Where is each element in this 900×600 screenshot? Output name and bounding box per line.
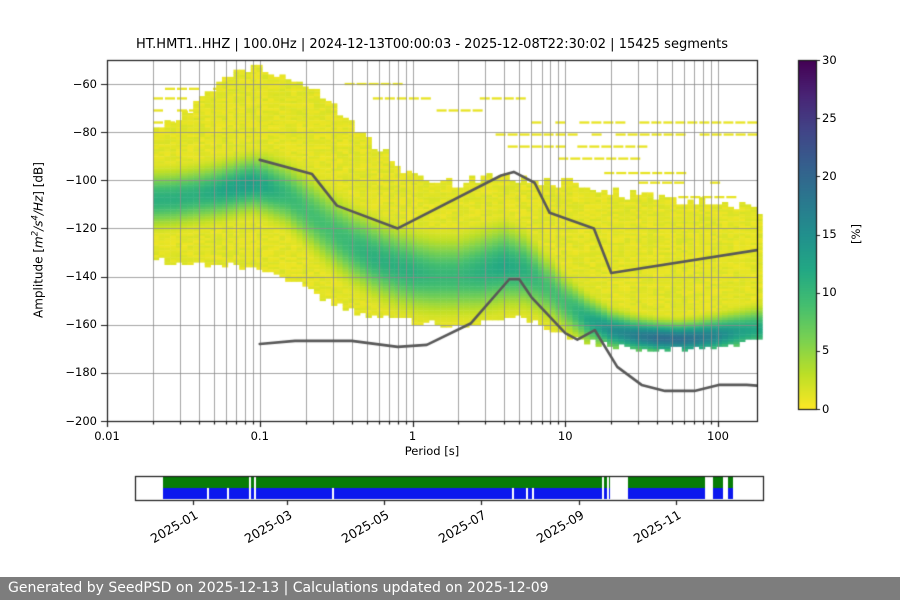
colorbar-tick-label: 5 (822, 343, 830, 358)
x-tick-label: 100 (707, 429, 729, 443)
x-tick-label: 0.1 (250, 429, 269, 443)
y-tick-label: −60 (72, 76, 97, 91)
y-tick-label: −160 (65, 317, 97, 332)
figure-canvas (0, 0, 900, 575)
y-tick-label: −80 (72, 124, 97, 139)
y-tick-label: −200 (65, 413, 97, 428)
y-tick-label: −140 (65, 269, 97, 284)
plot-title: HT.HMT1..HHZ | 100.0Hz | 2024-12-13T00:0… (136, 37, 728, 52)
x-tick-label: 0.01 (94, 429, 120, 443)
y-tick-label: −100 (65, 172, 97, 187)
colorbar-tick-label: 15 (822, 227, 837, 241)
colorbar-tick-label: 20 (822, 168, 837, 183)
y-axis-label-unit-hz: /Hz (31, 195, 46, 216)
y-tick-label: −180 (65, 365, 97, 380)
x-tick-label: 1 (408, 429, 417, 443)
y-tick-label: −120 (65, 220, 97, 235)
y-axis-label-unit-m: m (31, 236, 46, 248)
footer-bar: Generated by SeedPSD on 2025-12-13 | Cal… (0, 577, 900, 600)
y-axis-label-sup4: 4 (30, 215, 41, 221)
x-tick-label: 10 (557, 429, 573, 443)
footer-text: Generated by SeedPSD on 2025-12-13 | Cal… (8, 580, 549, 596)
colorbar-tick-label: 30 (822, 52, 837, 67)
x-axis-label: Period [s] (404, 444, 460, 458)
colorbar-tick-label: 0 (822, 401, 830, 416)
colorbar-tick-label: 10 (822, 285, 837, 300)
colorbar-tick-label: 25 (822, 110, 837, 125)
